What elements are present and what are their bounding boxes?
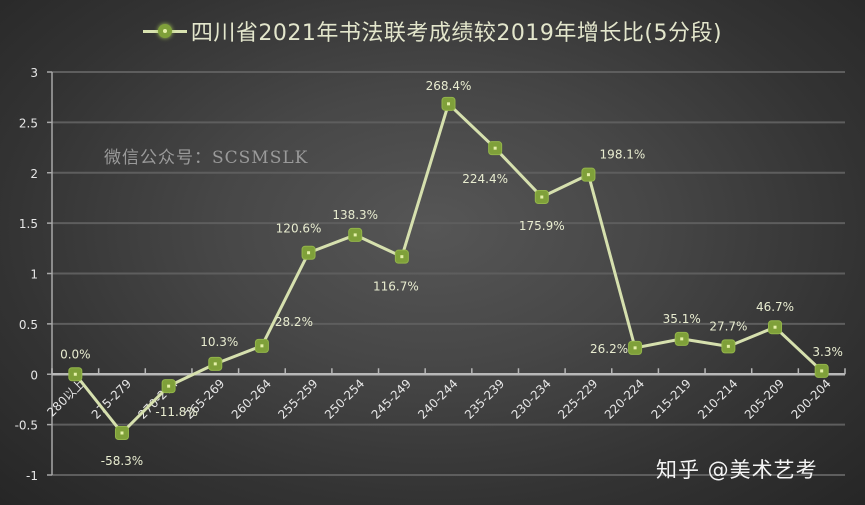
data-point-marker (254, 338, 269, 353)
data-label: 3.3% (812, 345, 843, 359)
y-tick-label: 0 (30, 368, 38, 382)
gridlines (52, 71, 845, 476)
x-tick-label: 260-264 (229, 376, 274, 421)
x-tick-label: 205-209 (742, 376, 787, 421)
y-tick-label: -1 (26, 469, 38, 483)
data-label: 46.7% (756, 300, 794, 314)
data-point-marker (628, 340, 643, 355)
data-point-marker (581, 167, 596, 182)
data-point-marker (114, 425, 129, 440)
data-point-marker (441, 96, 456, 111)
data-label: 175.9% (519, 219, 565, 233)
x-tick-label: 240-244 (415, 376, 460, 421)
data-labels: 0.0% -58.3% -11.8% 10.3% 28.2% 120.6% 138.3% 11… (60, 79, 843, 468)
x-tick-label: 230-234 (509, 376, 554, 421)
y-tick-label: 2.5 (19, 116, 38, 130)
data-label: 10.3% (200, 335, 238, 349)
y-tick-label: 2 (30, 167, 38, 181)
x-tick-label: 225-229 (555, 376, 600, 421)
data-label: 120.6% (276, 222, 322, 236)
data-point-marker (208, 356, 223, 371)
data-label: 27.7% (709, 319, 747, 333)
data-series (68, 96, 829, 440)
y-tick-label: -0.5 (15, 419, 38, 433)
x-tick-label: 245-249 (369, 376, 414, 421)
x-tick-label: 255-259 (275, 376, 320, 421)
data-point-marker (348, 227, 363, 242)
data-point-marker (488, 141, 503, 156)
watermark-text: 微信公众号：SCSMSLK (104, 148, 309, 168)
data-label: 0.0% (60, 347, 91, 361)
data-label: 116.7% (373, 280, 419, 294)
data-point-marker (394, 249, 409, 264)
y-tick-label: 0.5 (19, 318, 38, 332)
data-point-marker (814, 363, 829, 378)
legend-marker-icon (142, 21, 187, 41)
data-point-marker (161, 379, 176, 394)
chart-title: 四川省2021年书法联考成绩较2019年增长比(5分段) (190, 21, 723, 46)
x-tick-label: 200-204 (788, 376, 833, 421)
data-label: 198.1% (600, 148, 646, 162)
y-tick-label: 3 (30, 66, 38, 80)
data-point-marker (768, 320, 783, 335)
data-label: 268.4% (426, 79, 472, 93)
x-tick-label: 220-224 (602, 376, 647, 421)
data-label: 28.2% (275, 315, 313, 329)
data-label: 224.4% (462, 172, 508, 186)
data-point-marker (534, 190, 549, 205)
data-point-marker (301, 245, 316, 260)
x-tick-label: 235-239 (462, 376, 507, 421)
data-point-marker (68, 367, 83, 382)
data-label: 138.3% (332, 208, 378, 222)
data-label: 26.2% (590, 342, 628, 356)
data-label: -11.8% (155, 405, 197, 419)
data-point-marker (674, 331, 689, 346)
x-tick-label: 215-219 (649, 376, 694, 421)
data-label: 35.1% (663, 312, 701, 326)
data-label: -58.3% (101, 454, 143, 468)
brand-watermark: 知乎 @美术艺考 (656, 458, 818, 482)
y-tick-label: 1.5 (19, 217, 38, 231)
x-tick-label: 210-214 (695, 376, 740, 421)
y-axis: -1 -0.5 0 0.5 1 1.5 2 2.5 3 (15, 66, 53, 483)
data-point-marker (721, 339, 736, 354)
chart-legend-title: 四川省2021年书法联考成绩较2019年增长比(5分段) (0, 14, 865, 48)
y-tick-label: 1 (30, 268, 38, 282)
x-tick-label: 250-254 (322, 376, 367, 421)
